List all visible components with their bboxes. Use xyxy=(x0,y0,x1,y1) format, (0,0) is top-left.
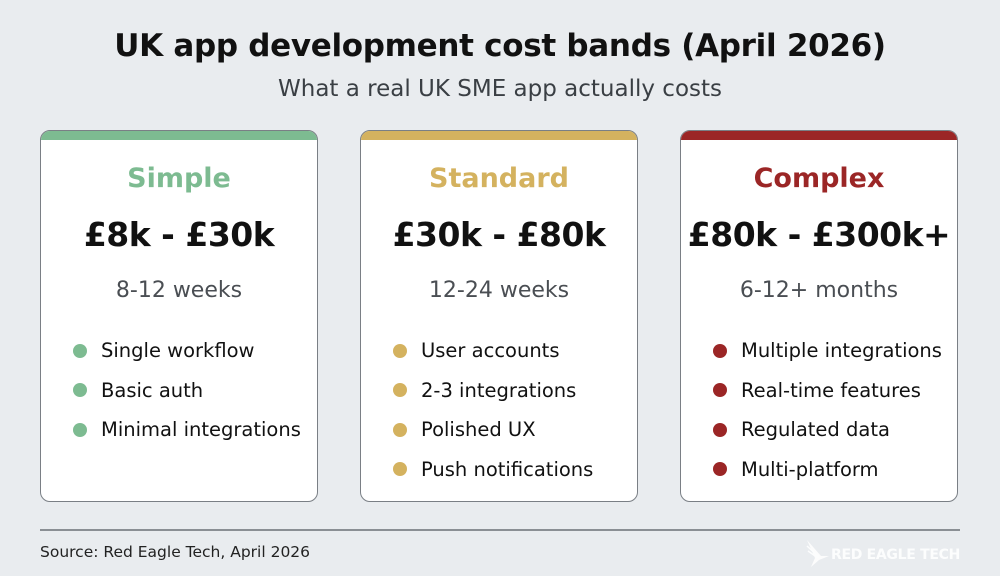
card-duration: 8-12 weeks xyxy=(115,278,243,303)
feature-label: 2-3 integrations xyxy=(421,378,577,402)
feature-list: Single workflow Basic auth Minimal integ… xyxy=(73,331,301,450)
card-accent-bar xyxy=(41,131,317,140)
source-note: Source: Red Eagle Tech, April 2026 xyxy=(40,543,311,561)
bullet-dot-icon xyxy=(713,383,727,398)
feature-label: Regulated data xyxy=(741,418,890,442)
feature-item: Multi-platform xyxy=(713,450,942,490)
card-tier-name: Complex xyxy=(753,163,885,194)
feature-item: Multiple integrations xyxy=(713,331,942,371)
bullet-dot-icon xyxy=(73,343,87,358)
feature-label: Multiple integrations xyxy=(741,339,942,363)
card-standard: Standard £30k - £80k 12-24 weeks User ac… xyxy=(360,130,638,502)
bullet-dot-icon xyxy=(73,422,87,437)
feature-list: Multiple integrations Real-time features… xyxy=(713,331,942,489)
feature-item: 2-3 integrations xyxy=(393,371,593,411)
card-simple: Simple £8k - £30k 8-12 weeks Single work… xyxy=(40,130,318,502)
feature-item: Push notifications xyxy=(393,450,593,490)
feature-list: User accounts 2-3 integrations Polished … xyxy=(393,331,593,489)
feature-label: User accounts xyxy=(421,339,560,363)
page-title: UK app development cost bands (April 202… xyxy=(114,28,886,64)
card-price-range: £80k - £300k+ xyxy=(687,215,951,254)
page-subtitle: What a real UK SME app actually costs xyxy=(278,76,722,102)
bullet-dot-icon xyxy=(73,383,87,398)
feature-item: Minimal integrations xyxy=(73,410,301,450)
brand-logo: RED EAGLE TECH xyxy=(805,538,960,572)
bullet-dot-icon xyxy=(393,383,407,398)
eagle-wing-icon xyxy=(805,538,831,572)
feature-item: Basic auth xyxy=(73,371,301,411)
feature-label: Push notifications xyxy=(421,457,594,481)
feature-label: Real-time features xyxy=(741,378,921,402)
feature-label: Multi-platform xyxy=(741,457,879,481)
footer-divider xyxy=(40,529,960,531)
feature-label: Basic auth xyxy=(101,378,204,402)
brand-logo-text: RED EAGLE TECH xyxy=(831,547,960,563)
bullet-dot-icon xyxy=(713,422,727,437)
bullet-dot-icon xyxy=(713,343,727,358)
feature-label: Minimal integrations xyxy=(101,418,301,442)
card-price-range: £30k - £80k xyxy=(392,215,606,254)
card-complex: Complex £80k - £300k+ 6-12+ months Multi… xyxy=(680,130,958,502)
bullet-dot-icon xyxy=(393,462,407,477)
card-accent-bar xyxy=(361,131,637,140)
feature-label: Polished UX xyxy=(421,418,536,442)
bullet-dot-icon xyxy=(393,343,407,358)
card-price-range: £8k - £30k xyxy=(83,215,275,254)
card-duration: 12-24 weeks xyxy=(428,278,570,303)
card-tier-name: Simple xyxy=(127,163,231,194)
feature-item: Single workflow xyxy=(73,331,301,371)
bullet-dot-icon xyxy=(713,462,727,477)
feature-item: Real-time features xyxy=(713,371,942,411)
feature-item: Polished UX xyxy=(393,410,593,450)
card-accent-bar xyxy=(681,131,957,140)
card-duration: 6-12+ months xyxy=(739,278,899,303)
bullet-dot-icon xyxy=(393,422,407,437)
feature-item: Regulated data xyxy=(713,410,942,450)
feature-item: User accounts xyxy=(393,331,593,371)
card-tier-name: Standard xyxy=(429,163,569,194)
feature-label: Single workflow xyxy=(101,339,255,363)
